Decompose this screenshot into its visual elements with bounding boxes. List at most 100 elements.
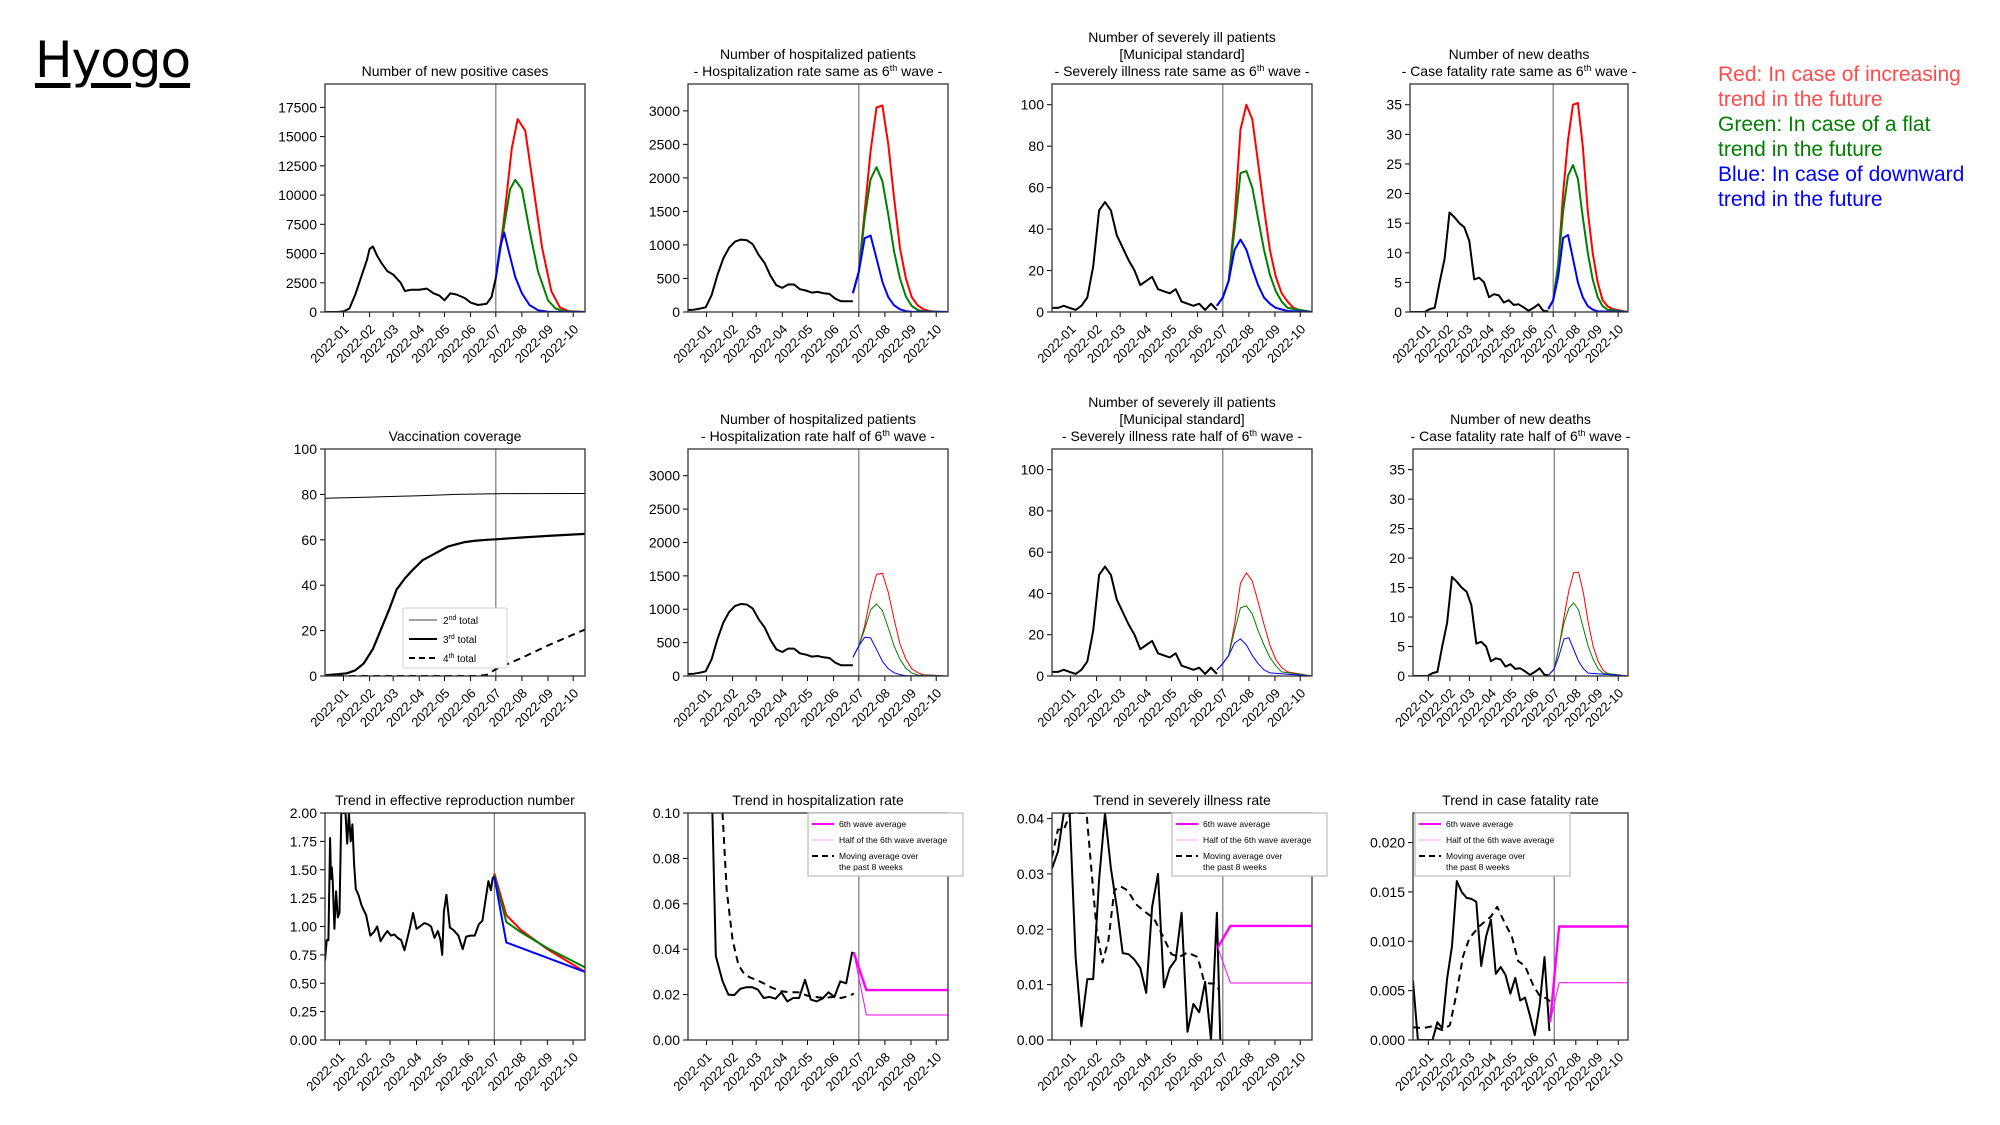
y-tick-label: 0.75 bbox=[290, 947, 317, 963]
plot-frame bbox=[1412, 448, 1629, 677]
series-flat bbox=[852, 603, 948, 676]
series-actual bbox=[1413, 575, 1550, 676]
y-tick-label: 80 bbox=[1028, 503, 1044, 519]
y-tick-label: 0 bbox=[672, 304, 680, 320]
y-tick-label: 25 bbox=[1386, 156, 1402, 172]
y-tick-label: 0.08 bbox=[653, 850, 680, 866]
plot-frame bbox=[324, 812, 586, 1041]
y-tick-label: 100 bbox=[294, 441, 318, 457]
chart-rt: Trend in effective reproduction number 0.… bbox=[290, 792, 586, 1094]
y-tick-label: 0.005 bbox=[1370, 983, 1405, 999]
series-flat bbox=[1216, 170, 1312, 312]
series-4th-total bbox=[325, 628, 585, 676]
series-downward bbox=[494, 231, 585, 312]
y-tick-label: 10000 bbox=[278, 187, 317, 203]
legend-label: 3rd total bbox=[443, 634, 476, 646]
y-tick-label: 30 bbox=[1386, 126, 1402, 142]
y-tick-label: 0.06 bbox=[653, 896, 680, 912]
y-tick-label: 20 bbox=[301, 623, 317, 639]
series-moving-average-over-the-past-8-weeks bbox=[721, 813, 855, 999]
legend-label: Half of the 6th wave average bbox=[1446, 835, 1554, 845]
y-tick-label: 2000 bbox=[649, 534, 680, 550]
y-tick-label: 40 bbox=[1028, 221, 1044, 237]
y-tick-label: 5 bbox=[1394, 274, 1402, 290]
legend-label: Moving average over bbox=[1203, 851, 1283, 861]
chart-title: Trend in case fatality rate bbox=[1442, 792, 1599, 808]
y-tick-label: 60 bbox=[301, 532, 317, 548]
scenario-legend: Red: In case of increasing trend in the … bbox=[1718, 62, 1964, 212]
y-tick-label: 15 bbox=[1389, 580, 1405, 596]
chart-severe_half: Number of severely ill patients[Municipa… bbox=[1021, 394, 1313, 730]
series-downward bbox=[493, 876, 585, 973]
series-actual bbox=[688, 238, 853, 311]
series-increasing bbox=[493, 872, 585, 973]
y-tick-label: 3000 bbox=[649, 468, 680, 484]
chart-title: Vaccination coverage bbox=[389, 428, 522, 444]
series-increasing bbox=[494, 118, 585, 312]
y-tick-label: 0 bbox=[309, 668, 317, 684]
y-tick-label: 0.04 bbox=[1017, 811, 1044, 827]
legend-box bbox=[402, 607, 508, 669]
chart-title: Number of severely ill patients bbox=[1088, 29, 1276, 45]
y-tick-label: 15 bbox=[1386, 215, 1402, 231]
y-tick-label: 2500 bbox=[649, 501, 680, 517]
series-actual bbox=[325, 813, 496, 961]
y-tick-label: 17500 bbox=[278, 99, 317, 115]
series-actual bbox=[1052, 565, 1218, 675]
chart-legend: 6th wave average Half of the 6th wave ave… bbox=[1171, 812, 1328, 877]
chart-title: Number of new deaths bbox=[1449, 46, 1590, 62]
chart-deaths_half: Number of new deaths- Case fatality rate… bbox=[1389, 411, 1630, 730]
plot-frame bbox=[687, 83, 949, 313]
legend-label: 6th wave average bbox=[1203, 819, 1270, 829]
y-tick-label: 0.00 bbox=[653, 1032, 680, 1048]
plot-frame bbox=[687, 448, 949, 677]
chart-hosp_rate: Trend in hospitalization rate 0.00 0.02 0.0… bbox=[653, 792, 964, 1094]
plot-frame bbox=[1051, 83, 1313, 313]
y-tick-label: 10 bbox=[1386, 245, 1402, 261]
y-tick-label: 0.00 bbox=[290, 1032, 317, 1048]
y-tick-label: 0.50 bbox=[290, 975, 317, 991]
chart-title: Number of new deaths bbox=[1450, 411, 1591, 427]
legend-label: Half of the 6th wave average bbox=[839, 835, 947, 845]
chart-title: - Case fatality rate half of 6th wave - bbox=[1411, 428, 1631, 444]
scenario-legend-flat: Green: In case of a flat trend in the fu… bbox=[1718, 113, 1931, 161]
chart-title: - Case fatality rate same as 6th wave - bbox=[1402, 63, 1637, 79]
chart-title: - Severely illness rate half of 6th wave… bbox=[1062, 428, 1303, 444]
series-actual bbox=[1052, 201, 1218, 311]
plot-frame bbox=[1051, 448, 1313, 677]
y-tick-label: 30 bbox=[1389, 491, 1405, 507]
y-tick-label: 0.10 bbox=[653, 805, 680, 821]
y-tick-label: 0.02 bbox=[1017, 921, 1044, 937]
y-tick-label: 0 bbox=[1397, 668, 1405, 684]
plot-frame bbox=[324, 83, 586, 313]
plot-frame bbox=[1409, 83, 1629, 313]
y-tick-label: 60 bbox=[1028, 544, 1044, 560]
scenario-legend-downward: Blue: In case of downward trend in the f… bbox=[1718, 163, 1965, 211]
series-increasing bbox=[1549, 571, 1628, 676]
y-tick-label: 500 bbox=[657, 270, 681, 286]
chart-new_cases: Number of new positive cases 0 2500 5000 750… bbox=[278, 63, 586, 366]
y-tick-label: 0.000 bbox=[1370, 1032, 1405, 1048]
y-tick-label: 80 bbox=[301, 486, 317, 502]
y-tick-label: 0.04 bbox=[653, 941, 680, 957]
chart-hosp_half: Number of hospitalized patients- Hospita… bbox=[649, 411, 949, 730]
y-tick-label: 2000 bbox=[649, 170, 680, 186]
series-3rd-total bbox=[325, 532, 585, 676]
y-tick-label: 100 bbox=[1021, 97, 1045, 113]
y-tick-label: 1.00 bbox=[290, 919, 317, 935]
y-tick-label: 40 bbox=[1028, 585, 1044, 601]
chart-title: Number of hospitalized patients bbox=[720, 411, 916, 427]
chart-legend: 2nd total 3rd total 4th total bbox=[402, 607, 508, 669]
series-flat bbox=[1549, 602, 1628, 676]
series-moving-average-over-the-past-8-weeks bbox=[1052, 813, 1221, 991]
legend-label: Half of the 6th wave average bbox=[1203, 835, 1311, 845]
series-half-of-the-6th-wave-average bbox=[853, 952, 948, 1016]
y-tick-label: 2500 bbox=[286, 275, 317, 291]
y-tick-label: 3000 bbox=[649, 103, 680, 119]
y-tick-label: 5000 bbox=[286, 246, 317, 262]
y-tick-label: 0 bbox=[1036, 304, 1044, 320]
legend-label: the past 8 weeks bbox=[839, 862, 903, 872]
y-tick-label: 25 bbox=[1389, 521, 1405, 537]
y-tick-label: 15000 bbox=[278, 129, 317, 145]
scenario-legend-increasing: Red: In case of increasing trend in the … bbox=[1718, 63, 1961, 111]
